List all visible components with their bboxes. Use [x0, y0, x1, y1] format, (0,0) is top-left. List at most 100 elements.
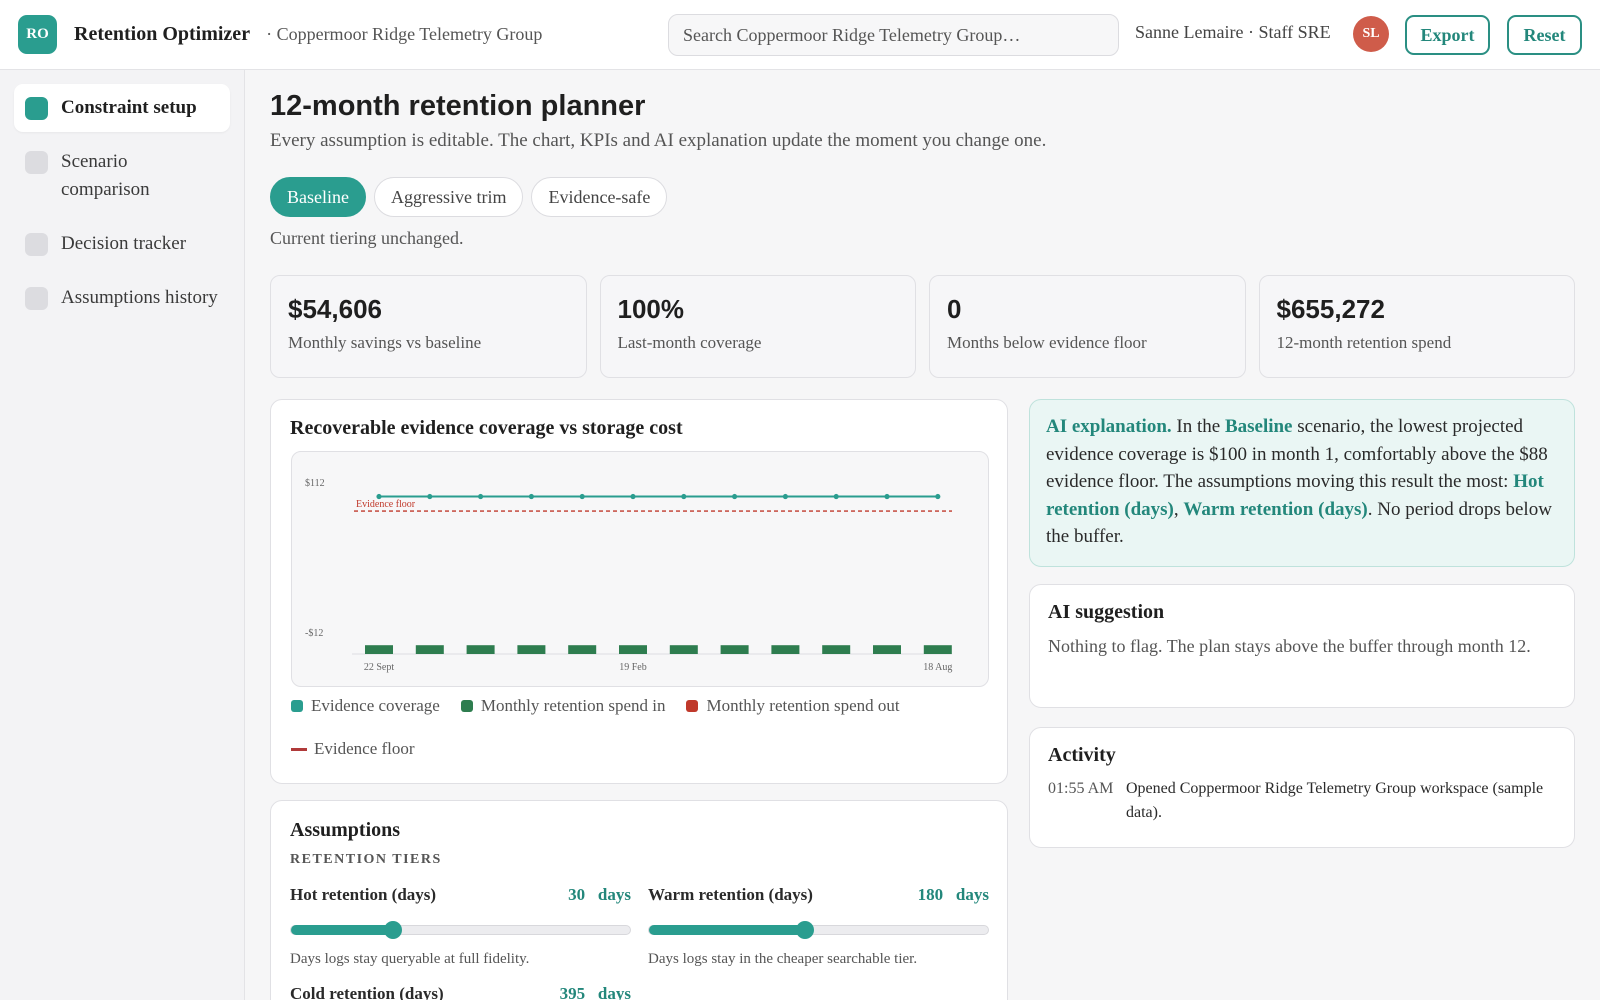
ai-assumption-link[interactable]: Hot retention (days): [1046, 471, 1544, 520]
activity-title: Activity: [1048, 744, 1116, 766]
spend-bar: [568, 645, 597, 654]
slider-label: Warm retention (days): [648, 885, 813, 904]
assumptions-title: Assumptions: [290, 819, 401, 841]
coverage-point: [528, 493, 534, 500]
slider-value-wrap: 395 days: [560, 984, 631, 1000]
evidence-floor-label: Evidence floor: [356, 499, 416, 510]
coverage-point: [782, 493, 788, 500]
slider-fill: [649, 925, 805, 935]
legend-label: Evidence coverage: [311, 696, 440, 715]
scenario-note: Current tiering unchanged.: [270, 228, 464, 248]
slider-fill: [291, 925, 393, 935]
user-name: Sanne Lemaire · Staff SRE: [1135, 22, 1331, 42]
ai-scenario: Baseline: [1224, 416, 1293, 437]
sidebar-item-constraint-setup[interactable]: Constraint setup: [14, 84, 230, 132]
slider-help: Days logs stay in the cheaper searchable…: [648, 951, 918, 967]
chart-card: Recoverable evidence coverage vs storage…: [270, 399, 1008, 784]
slider-value: 395: [559, 984, 586, 1000]
kpi-value: $655,272: [1276, 294, 1385, 324]
sidebar-item-label: Constraint setup: [61, 97, 197, 118]
activity-time: 01:55 AM: [1048, 780, 1114, 797]
spend-bar: [619, 645, 647, 654]
search-input[interactable]: [668, 14, 1119, 56]
legend-item-spend-out: Monthly retention spend out: [686, 695, 900, 717]
coverage-point: [681, 493, 687, 500]
chart-title: Recoverable evidence coverage vs storage…: [290, 417, 683, 439]
coverage-point: [732, 493, 738, 500]
chart-area: $112 -$12 Evidence floor 22 Sept 19 Feb 18 Au…: [291, 451, 989, 687]
kpi-row: $54,606 Monthly savings vs baseline 100%…: [270, 275, 1575, 378]
section-label: RETENTION TIERS: [290, 852, 442, 867]
assumptions-card: Assumptions RETENTION TIERS Hot retentio…: [270, 800, 1008, 1000]
coverage-cost-chart: $112 -$12 Evidence floor 22 Sept 19 Feb 18 Au…: [305, 478, 952, 673]
workspace-name: · Coppermoor Ridge Telemetry Group: [266, 24, 543, 44]
slider-handle[interactable]: [383, 921, 402, 939]
sidebar: Constraint setup Scenario comparison Dec…: [0, 70, 245, 1000]
warm-retention-slider[interactable]: [648, 921, 989, 939]
ai-text: ,: [1173, 498, 1184, 520]
kpi-card-spend: $655,272 12-month retention spend: [1258, 275, 1575, 378]
kpi-value: 0: [947, 294, 962, 324]
tab-baseline[interactable]: Baseline: [270, 177, 366, 217]
legend-label: Evidence floor: [314, 739, 415, 758]
ai-suggestion-card: AI suggestion Nothing to flag. The plan …: [1029, 584, 1575, 708]
slider-value: 30: [568, 885, 586, 904]
slider-unit: days: [597, 984, 631, 1000]
coverage-point: [935, 493, 941, 500]
kpi-label: Monthly savings vs baseline: [288, 333, 482, 352]
tab-evidence-safe[interactable]: Evidence-safe: [531, 177, 668, 217]
kpi-card-savings: $54,606 Monthly savings vs baseline: [270, 275, 587, 378]
y-tick-label: $112: [305, 478, 325, 489]
kpi-card-coverage: 100% Last-month coverage: [599, 275, 916, 378]
spend-bar: [720, 645, 749, 654]
activity-entry: 01:55 AM Opened Coppermoor Ridge Telemet…: [1048, 777, 1556, 825]
sidebar-item-assumptions-history[interactable]: Assumptions history: [14, 274, 230, 322]
spend-bar: [822, 645, 851, 654]
spend-bar: [771, 645, 800, 654]
ai-explanation-label: AI explanation.: [1046, 416, 1172, 437]
ai-explanation-card: AI explanation. In the Baseline scenario…: [1029, 399, 1575, 567]
top-bar: RO Retention Optimizer · Coppermoor Ridg…: [0, 0, 1600, 70]
coverage-point: [376, 493, 382, 500]
suggestion-text: Nothing to flag. The plan stays above th…: [1048, 636, 1531, 656]
nav-square-icon: [25, 287, 48, 310]
sidebar-item-label: Assumptions history: [61, 287, 218, 308]
hot-retention-slider[interactable]: [290, 921, 631, 939]
activity-card: Activity 01:55 AM Opened Coppermoor Ridg…: [1029, 727, 1575, 848]
chart-legend: Evidence coverage Monthly retention spen…: [291, 695, 991, 781]
reset-button[interactable]: Reset: [1507, 15, 1582, 55]
ai-text: . No period drops below the buffer.: [1046, 498, 1552, 548]
slider-handle[interactable]: [795, 921, 814, 939]
legend-label: Monthly retention spend in: [480, 696, 666, 715]
app-logo: RO: [18, 15, 57, 54]
legend-swatch-icon: [686, 700, 699, 712]
ai-text: scenario, the lowest projected evidence …: [1046, 416, 1548, 492]
legend-swatch-icon: [291, 700, 303, 712]
activity-text: Opened Coppermoor Ridge Telemetry Group …: [1126, 780, 1544, 821]
page-title: 12-month retention planner: [270, 90, 646, 122]
kpi-value: 100%: [617, 294, 685, 324]
coverage-point: [833, 493, 839, 500]
kpi-label: Months below evidence floor: [947, 333, 1147, 352]
slider-value-wrap: 180 days: [918, 885, 989, 905]
coverage-point: [630, 493, 636, 500]
nav-square-icon: [25, 151, 48, 174]
coverage-point: [579, 493, 585, 500]
spend-bar: [365, 645, 393, 654]
coverage-point: [478, 493, 484, 500]
kpi-value: $54,606: [288, 294, 382, 324]
sidebar-item-decision-tracker[interactable]: Decision tracker: [14, 220, 230, 268]
cold-retention-row: Cold retention (days) 395 days: [290, 984, 631, 1000]
legend-item-floor: Evidence floor: [291, 738, 415, 760]
legend-line-icon: [291, 747, 307, 751]
tab-aggressive-trim[interactable]: Aggressive trim: [373, 177, 524, 217]
kpi-label: 12-month retention spend: [1276, 333, 1452, 352]
slider-label: Hot retention (days): [290, 885, 437, 904]
slider-unit: days: [597, 885, 631, 904]
ai-assumption-link[interactable]: Warm retention (days): [1183, 498, 1368, 520]
avatar[interactable]: SL: [1353, 16, 1389, 52]
sidebar-item-scenario-comparison[interactable]: Scenario comparison: [14, 138, 230, 214]
slider-unit: days: [955, 885, 989, 904]
spend-bar: [517, 645, 546, 654]
export-button[interactable]: Export: [1405, 15, 1490, 55]
